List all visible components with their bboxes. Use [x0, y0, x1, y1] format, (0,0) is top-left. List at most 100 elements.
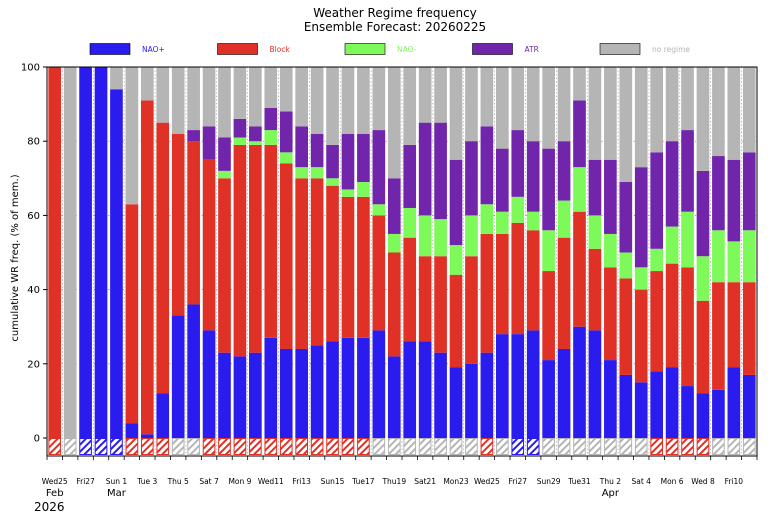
bar-nao-plus-day-5 — [125, 423, 139, 438]
bar-atr-day-20 — [357, 133, 370, 183]
bar-nao-plus-day-20 — [357, 337, 370, 438]
bar-nao-plus-day-40 — [665, 367, 679, 438]
regime-marker-day-37 — [619, 438, 633, 455]
bar-nao-minus-day-18 — [326, 178, 339, 186]
bar-no-regime-day-13 — [249, 67, 262, 127]
bar-atr-day-34 — [573, 100, 586, 168]
bar-block-day-31 — [526, 230, 540, 331]
bar-nao-plus-day-10 — [202, 330, 216, 438]
regime-marker-day-35 — [588, 438, 602, 455]
bar-nao-plus-day-26 — [449, 367, 463, 438]
bar-atr-day-15 — [279, 111, 293, 153]
x-tick-label: Fri10 — [725, 477, 744, 486]
bar-atr-day-30 — [511, 130, 525, 197]
bar-nao-plus-day-19 — [341, 337, 355, 438]
bar-nao-minus-day-29 — [495, 211, 509, 234]
bar-block-day-19 — [341, 196, 355, 338]
bar-nao-plus-day-31 — [526, 330, 540, 438]
bar-block-day-9 — [187, 141, 200, 305]
bar-block-day-35 — [588, 248, 602, 331]
bar-block-day-0 — [48, 67, 62, 438]
bar-block-day-18 — [326, 185, 339, 342]
regime-marker-day-32 — [542, 438, 555, 455]
bar-nao-plus-day-34 — [573, 326, 586, 438]
bar-no-regime-day-14 — [264, 67, 278, 108]
bar-nao-minus-day-36 — [604, 233, 617, 268]
x-tick-label: Tue 3 — [136, 477, 157, 486]
y-tick-label: 80 — [27, 137, 40, 148]
x-tick-label: Sun15 — [321, 477, 345, 486]
bar-block-day-34 — [573, 211, 586, 327]
bar-no-regime-day-40 — [665, 67, 679, 142]
x-tick-label: Sat 4 — [632, 477, 652, 486]
bar-atr-day-39 — [650, 152, 664, 249]
bar-nao-plus-day-13 — [249, 352, 262, 438]
regime-marker-day-5 — [125, 438, 139, 455]
bar-nao-plus-day-2 — [79, 67, 92, 438]
x-tick-label: Mon 6 — [661, 477, 684, 486]
grid-lines — [47, 67, 757, 456]
bar-nao-minus-day-40 — [665, 226, 679, 264]
bar-no-regime-day-23 — [403, 67, 417, 145]
legend-label-nao-plus: NAO+ — [142, 45, 165, 54]
bar-block-day-30 — [511, 222, 525, 335]
regime-marker-day-6 — [140, 438, 154, 455]
x-tick-label: Sun 1 — [106, 477, 128, 486]
chart-subtitle: Ensemble Forecast: 20260225 — [304, 20, 486, 34]
bar-no-regime-day-44 — [727, 67, 741, 160]
bar-nao-minus-day-24 — [418, 215, 432, 257]
x-tick-label: Fri27 — [76, 477, 95, 486]
bar-no-regime-day-9 — [187, 67, 200, 131]
bar-no-regime-day-18 — [326, 67, 339, 145]
bar-atr-day-33 — [557, 141, 571, 201]
regime-marker-day-7 — [156, 438, 170, 455]
bar-atr-day-14 — [264, 107, 278, 131]
bar-atr-day-41 — [681, 130, 694, 212]
bar-nao-minus-day-31 — [526, 211, 540, 231]
regime-marker-day-43 — [712, 438, 725, 455]
y-tick-label: 60 — [27, 211, 40, 222]
x-tick-label: Mon23 — [443, 477, 469, 486]
regime-markers — [48, 438, 756, 455]
bar-nao-plus-day-42 — [696, 393, 710, 438]
bar-no-regime-day-38 — [634, 67, 648, 168]
bar-nao-minus-day-39 — [650, 248, 664, 272]
y-tick-label: 0 — [34, 434, 40, 445]
bar-atr-day-12 — [233, 118, 247, 138]
bar-block-day-6 — [140, 100, 154, 435]
bar-block-day-25 — [434, 256, 447, 353]
x-tick-label: Fri27 — [509, 477, 528, 486]
bar-nao-plus-day-17 — [310, 345, 324, 438]
bar-atr-day-28 — [480, 126, 494, 205]
bar-block-day-16 — [295, 178, 309, 349]
bar-no-regime-day-32 — [542, 67, 555, 149]
bar-nao-minus-day-44 — [727, 241, 741, 283]
bar-nao-plus-day-23 — [403, 341, 417, 438]
bar-block-day-32 — [542, 271, 555, 361]
regime-marker-day-30 — [511, 438, 525, 455]
bar-nao-minus-day-16 — [295, 167, 309, 179]
regime-marker-day-1 — [63, 438, 77, 455]
bar-nao-plus-day-36 — [604, 360, 617, 438]
bar-no-regime-day-30 — [511, 67, 525, 131]
regime-marker-day-22 — [387, 438, 401, 455]
bar-atr-day-24 — [418, 122, 432, 216]
bar-nao-plus-day-9 — [187, 304, 200, 438]
bar-nao-minus-day-17 — [310, 167, 324, 179]
regime-marker-day-18 — [326, 438, 339, 455]
bar-no-regime-day-27 — [465, 67, 478, 142]
bar-nao-plus-day-28 — [480, 352, 494, 438]
chart-title: Weather Regime frequency — [313, 6, 477, 20]
bar-nao-minus-day-35 — [588, 215, 602, 249]
x-tick-label: Wed11 — [258, 477, 284, 486]
bar-no-regime-day-31 — [526, 67, 540, 142]
bar-block-day-36 — [604, 267, 617, 361]
regime-marker-day-29 — [495, 438, 509, 455]
regime-marker-day-42 — [696, 438, 710, 455]
bar-no-regime-day-21 — [372, 67, 386, 131]
bar-atr-day-38 — [634, 167, 648, 268]
bar-nao-minus-day-27 — [465, 215, 478, 257]
bar-atr-day-16 — [295, 126, 309, 168]
bar-nao-plus-day-6 — [140, 434, 154, 438]
legend-swatch-atr — [472, 43, 513, 55]
